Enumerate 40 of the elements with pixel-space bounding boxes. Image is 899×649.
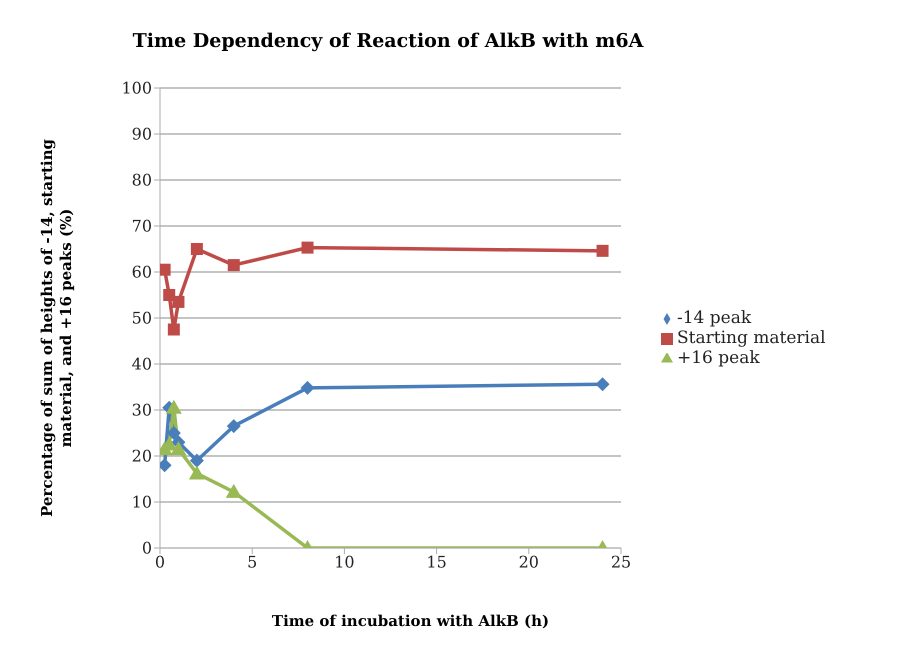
point [166,426,181,440]
point [172,296,184,308]
y-tick-label: 20 [132,446,152,466]
point [302,242,314,254]
x-tick-label: 0 [154,552,166,572]
point [300,380,315,395]
x-tick-label: 15 [426,552,447,572]
y-tick-label: 70 [132,216,152,236]
legend-label: Starting material [677,328,826,348]
point [190,243,203,255]
y-tick-label: 50 [132,308,152,328]
point [188,465,205,480]
y-tick-label: 40 [132,354,152,374]
x-axis-title: Time of incubation with AlkB (h) [270,612,550,630]
chart-title: Time Dependency of Reaction of AlkB with m6A [132,30,645,52]
point [596,377,610,392]
point [160,264,171,276]
x-tick-label: 25 [610,552,632,572]
point [226,484,242,498]
y-tick-label: 80 [132,170,152,190]
legend-label: +16 peak [677,348,760,368]
y-tick-label: 30 [132,400,152,420]
x-tick-label: 5 [247,552,258,572]
point [226,419,241,434]
x-tick-label: 20 [518,552,539,572]
y-tick-label: 100 [121,78,152,98]
y-axis-title: Percentage of sum of heights of -14, starting material, and +16 peaks (%) [38,138,75,517]
legend-label: -14 peak [677,308,752,328]
point [166,400,182,414]
y-tick-label: 10 [132,492,152,512]
point [163,289,176,301]
point [228,259,240,272]
y-tick-label: 90 [132,124,152,144]
y-tick-label: 0 [142,538,152,558]
point [168,324,180,336]
point [170,441,186,456]
y-tick-label: 60 [132,262,152,282]
point [596,244,609,257]
x-tick-label: 10 [334,552,355,572]
point [190,454,204,468]
